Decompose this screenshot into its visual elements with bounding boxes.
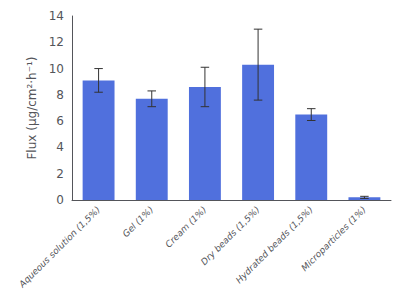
svg-text:Hydrated beads (1,5%): Hydrated beads (1,5%) <box>234 204 315 285</box>
svg-text:6: 6 <box>56 114 64 128</box>
svg-text:Gel (1%): Gel (1%) <box>121 204 156 239</box>
svg-text:Microparticles (1%): Microparticles (1%) <box>299 204 368 273</box>
svg-text:Cream (1%): Cream (1%) <box>163 204 208 249</box>
svg-text:Aqueous solution (1,5%): Aqueous solution (1,5%) <box>17 204 103 290</box>
svg-text:10: 10 <box>49 62 64 76</box>
svg-text:Flux (μg/cm²·h⁻¹): Flux (μg/cm²·h⁻¹) <box>25 56 39 159</box>
svg-text:2: 2 <box>56 167 64 181</box>
svg-text:Dry beads (1,5%): Dry beads (1,5%) <box>199 204 262 267</box>
svg-text:4: 4 <box>56 140 64 154</box>
svg-text:0: 0 <box>56 193 64 207</box>
svg-text:14: 14 <box>49 9 64 23</box>
svg-text:8: 8 <box>56 88 64 102</box>
svg-text:12: 12 <box>49 35 64 49</box>
